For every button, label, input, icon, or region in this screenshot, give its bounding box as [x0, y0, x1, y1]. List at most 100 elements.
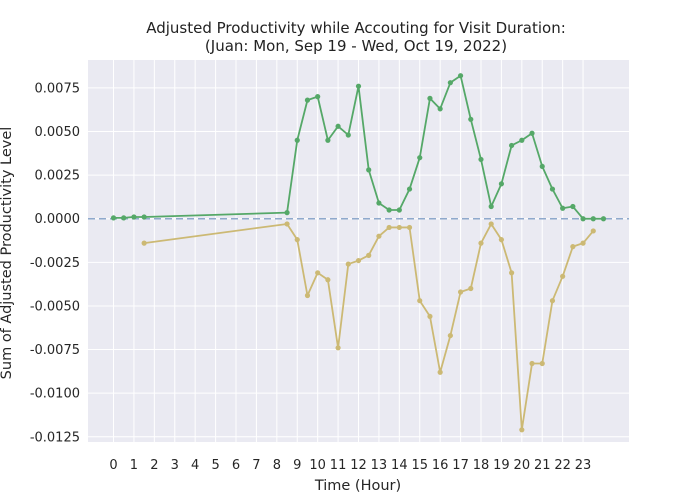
- y-tick-label: -0.0075: [30, 343, 80, 358]
- series-2-point: [498, 237, 505, 243]
- series-1-point: [294, 137, 300, 143]
- x-tick-label: 2: [150, 458, 158, 473]
- x-tick-label: 4: [191, 458, 199, 473]
- series-2-point: [141, 240, 147, 246]
- series-1-point: [325, 137, 331, 143]
- series-2-point: [580, 240, 586, 246]
- series-1-point: [580, 216, 586, 222]
- series-1-point: [539, 163, 545, 170]
- x-axis-label: Time (Hour): [314, 478, 401, 494]
- series-1-point: [498, 181, 505, 187]
- x-tick-label: 5: [211, 458, 219, 473]
- series-2-point: [366, 252, 372, 258]
- x-tick-label: 22: [554, 458, 571, 473]
- series-1-point: [457, 73, 464, 79]
- series-1-point: [570, 203, 576, 210]
- y-tick-label: -0.0050: [30, 299, 80, 314]
- x-tick-label: 12: [350, 458, 367, 473]
- x-tick-label: 15: [411, 458, 428, 473]
- y-tick-label: 0.0050: [35, 125, 81, 140]
- y-axis-label: Sum of Adjusted Productivity Level: [0, 127, 15, 380]
- series-2-point: [294, 237, 300, 243]
- series-1-point: [355, 83, 362, 89]
- series-2-point: [427, 313, 433, 320]
- y-tick-label: -0.0025: [30, 256, 80, 271]
- y-tick-label: -0.0100: [30, 387, 80, 402]
- x-tick-label: 14: [391, 458, 408, 473]
- series-2-point: [478, 240, 484, 246]
- series-1-point: [121, 215, 127, 221]
- series-1-point: [600, 216, 607, 222]
- series-2-point: [539, 360, 545, 367]
- series-1-point: [376, 200, 382, 206]
- series-1-point: [509, 142, 515, 149]
- y-tick-labels: 0.0075 0.0050 0.0025 0.0000 -0.0025 -0.0050 -0…: [30, 81, 80, 445]
- x-tick-label: 17: [452, 458, 469, 473]
- series-1-point: [110, 215, 117, 221]
- x-tick-label: 23: [575, 458, 592, 473]
- series-1-line: [113, 74, 604, 220]
- series-1-point: [560, 205, 566, 211]
- x-tick-label: 6: [232, 458, 240, 473]
- x-tick-label: 9: [293, 458, 301, 473]
- series-2-point: [406, 224, 413, 231]
- x-tick-label: 21: [534, 458, 551, 473]
- series-1-point: [519, 137, 525, 143]
- series-1-point: [488, 203, 494, 210]
- x-tick-label: 16: [432, 458, 449, 473]
- series-2-point: [396, 224, 402, 231]
- x-tick-label: 20: [514, 458, 531, 473]
- series-2-point: [519, 427, 525, 433]
- series-2-point: [304, 292, 311, 299]
- y-tick-label: 0.0025: [35, 169, 81, 184]
- series-2-point: [284, 221, 290, 227]
- series-2-point: [570, 244, 576, 250]
- series-1-point: [141, 214, 147, 220]
- series-2-point: [325, 277, 331, 283]
- series-2-point: [376, 233, 382, 239]
- y-tick-label: -0.0125: [30, 430, 80, 445]
- series-2-point: [315, 270, 321, 276]
- series-1-point: [529, 130, 535, 136]
- x-tick-label: 10: [309, 458, 326, 473]
- x-tick-label: 13: [371, 458, 388, 473]
- chart-subtitle: (Juan: Mon, Sep 19 - Wed, Oct 19, 2022): [205, 37, 507, 55]
- series-layer: [110, 73, 607, 433]
- series-2-point: [345, 261, 351, 267]
- x-tick-label: 7: [252, 458, 260, 473]
- series-2-point: [590, 228, 596, 234]
- series-1-point: [478, 156, 484, 163]
- series-1-point: [549, 186, 556, 192]
- series-1-point: [396, 207, 402, 213]
- x-tick-label: 1: [130, 458, 138, 473]
- series-1-point: [468, 116, 474, 122]
- series-2-point: [417, 298, 423, 304]
- series-2-point: [386, 224, 392, 231]
- series-2-point: [488, 221, 494, 227]
- series-2-point: [509, 270, 515, 276]
- series-1-point: [590, 216, 596, 222]
- series-2-point: [447, 332, 453, 339]
- series-2-point: [529, 360, 535, 367]
- series-2-point: [560, 273, 566, 279]
- series-1-point: [437, 106, 443, 112]
- series-2-point: [355, 257, 362, 264]
- series-1-point: [417, 155, 423, 161]
- y-tick-label: 0.0000: [35, 212, 81, 227]
- x-tick-label: 3: [171, 458, 179, 473]
- series-1-point: [386, 207, 392, 213]
- series-2-point: [457, 289, 464, 295]
- series-1-point: [315, 94, 321, 100]
- x-tick-label: 18: [473, 458, 490, 473]
- x-tick-label: 8: [273, 458, 281, 473]
- series-1-point: [131, 214, 137, 220]
- series-1-point: [284, 210, 290, 216]
- series-1-point: [335, 123, 341, 129]
- series-2-point: [335, 345, 341, 351]
- series-2-point: [549, 298, 556, 304]
- series-2-point: [437, 369, 443, 375]
- x-tick-label: 19: [493, 458, 510, 473]
- series-1-point: [406, 186, 413, 192]
- x-tick-labels: 0 1 2 3 4 5 6 7 8 9 10 11 12 13 14 15 16 17 18 19 20 21 22 23: [109, 458, 591, 473]
